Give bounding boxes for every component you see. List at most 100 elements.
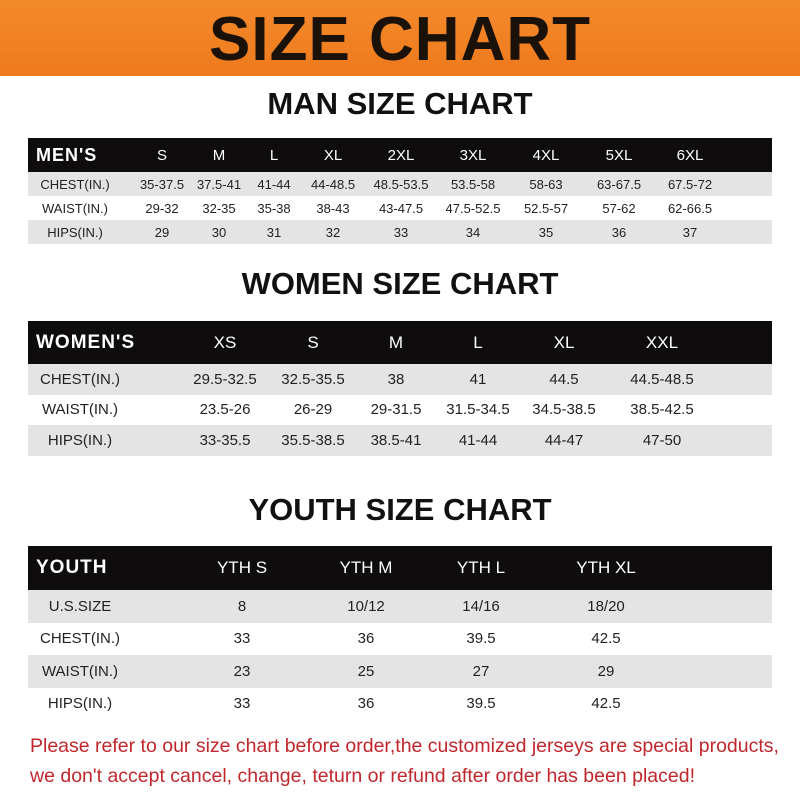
men-section-title: MAN SIZE CHART	[267, 86, 533, 121]
size-header: S	[307, 332, 319, 352]
size-value: 26-29	[293, 401, 333, 419]
row-label: CHEST(IN.)	[40, 176, 110, 192]
size-value: 38.5-42.5	[630, 401, 694, 419]
notice-line-2: we don't accept cancel, change, teturn o…	[30, 765, 695, 787]
size-header: L	[269, 146, 279, 164]
row-label: HIPS(IN.)	[47, 695, 113, 713]
size-value: 52.5-57	[523, 200, 569, 216]
size-value: 29-32	[145, 200, 179, 216]
size-value: 37	[682, 224, 698, 240]
size-header: YTH L	[456, 558, 506, 577]
size-value: 36	[611, 224, 627, 240]
table-row: HIPS(IN.) 29 30 31 32 33 34 35 36 37	[28, 220, 772, 244]
size-header: XXL	[645, 332, 679, 352]
size-value: 44.5	[549, 370, 579, 388]
size-value: 35.5-38.5	[281, 431, 345, 449]
table-category-label: MEN'S	[36, 144, 98, 165]
size-value: 32	[325, 224, 341, 240]
size-header: M	[388, 332, 404, 352]
women-section-title: WOMEN SIZE CHART	[241, 266, 559, 301]
size-value: 31	[266, 224, 282, 240]
row-label: CHEST(IN.)	[40, 370, 120, 388]
table-row: CHEST(IN.) 33 36 39.5 42.5	[28, 622, 772, 655]
size-value: 23.5-26	[199, 401, 251, 419]
size-value: 33	[233, 695, 251, 713]
size-value: 44-48.5	[310, 176, 356, 192]
size-value: 67.5-72	[667, 176, 713, 192]
size-value: 58-63	[529, 176, 563, 192]
size-value: 43-47.5	[378, 200, 424, 216]
row-label: CHEST(IN.)	[40, 630, 120, 648]
table-row: WAIST(IN.) 23 25 27 29	[28, 655, 772, 688]
size-value: 48.5-53.5	[373, 176, 429, 192]
size-value: 33-35.5	[199, 431, 251, 449]
table-header-row: WOMEN'S XS S M L XL XXL	[28, 321, 772, 364]
row-label: HIPS(IN.)	[47, 431, 113, 449]
size-value: 42.5	[591, 630, 621, 648]
size-header: 3XL	[459, 146, 487, 164]
size-header: XL	[323, 146, 343, 164]
size-value: 33	[233, 630, 251, 648]
size-value: 29-31.5	[370, 401, 422, 419]
size-value: 38	[387, 370, 405, 388]
size-header: YTH S	[216, 558, 268, 577]
table-row: CHEST(IN.) 35-37.5 37.5-41 41-44 44-48.5 48.5…	[28, 172, 772, 196]
size-value: 27	[472, 662, 490, 680]
size-value: 37.5-41	[196, 176, 242, 192]
size-value: 32-35	[202, 200, 236, 216]
size-value: 41	[469, 370, 487, 388]
table-category-label: WOMEN'S	[36, 331, 136, 353]
size-header: 5XL	[605, 146, 633, 164]
size-value: 41-44	[458, 431, 498, 449]
size-value: 10/12	[347, 597, 385, 615]
notice-line-1: Please refer to our size chart before or…	[30, 735, 779, 757]
size-value: 35-37.5	[139, 176, 185, 192]
table-row: U.S.SIZE 8 10/12 14/16 18/20	[28, 590, 772, 623]
size-value: 29	[597, 662, 615, 680]
size-value: 38-43	[316, 200, 350, 216]
row-label: WAIST(IN.)	[41, 401, 119, 419]
size-value: 35	[538, 224, 554, 240]
table-row: CHEST(IN.) 29.5-32.5 32.5-35.5 38 41 44.5 44.5…	[28, 364, 772, 395]
table-row: HIPS(IN.) 33 36 39.5 42.5	[28, 687, 772, 720]
row-label: U.S.SIZE	[48, 597, 112, 615]
size-value: 36	[357, 695, 375, 713]
banner-title: SIZE CHART	[209, 5, 591, 74]
table-header-row: MEN'S S M L XL 2XL 3XL 4XL 5XL 6XL	[28, 138, 772, 172]
size-header: M	[212, 146, 226, 164]
size-value: 14/16	[462, 597, 500, 615]
size-value: 32.5-35.5	[281, 370, 345, 388]
size-value: 30	[211, 224, 227, 240]
size-value: 25	[357, 662, 375, 680]
size-value: 34.5-38.5	[532, 401, 596, 419]
size-header: 2XL	[387, 146, 415, 164]
table-category-label: YOUTH	[36, 557, 108, 578]
table-row: WAIST(IN.) 23.5-26 26-29 29-31.5 31.5-34.5 34…	[28, 394, 772, 425]
size-value: 33	[393, 224, 409, 240]
size-value: 31.5-34.5	[446, 401, 510, 419]
size-value: 34	[465, 224, 481, 240]
size-header: YTH M	[339, 558, 393, 577]
youth-section-title: YOUTH SIZE CHART	[248, 492, 552, 527]
size-value: 35-38	[257, 200, 291, 216]
size-header: XS	[213, 332, 237, 352]
size-value: 29.5-32.5	[193, 370, 257, 388]
row-label: WAIST(IN.)	[41, 662, 119, 680]
size-header: XL	[553, 332, 575, 352]
size-header: 4XL	[532, 146, 560, 164]
table-row: HIPS(IN.) 33-35.5 35.5-38.5 38.5-41 41-44 44-…	[28, 425, 772, 456]
row-label: WAIST(IN.)	[42, 200, 108, 216]
size-header: S	[156, 146, 168, 164]
size-value: 8	[237, 597, 247, 615]
size-value: 42.5	[591, 695, 621, 713]
row-label: HIPS(IN.)	[47, 224, 103, 240]
size-header: L	[473, 332, 483, 352]
size-value: 44-47	[544, 431, 584, 449]
size-value: 63-67.5	[596, 176, 642, 192]
size-value: 53.5-58	[450, 176, 496, 192]
size-value: 18/20	[587, 597, 625, 615]
table-row: WAIST(IN.) 29-32 32-35 35-38 38-43 43-47.5 47.…	[28, 196, 772, 220]
size-value: 38.5-41	[370, 431, 422, 449]
size-value: 47-50	[642, 431, 682, 449]
size-header: YTH XL	[576, 558, 636, 577]
